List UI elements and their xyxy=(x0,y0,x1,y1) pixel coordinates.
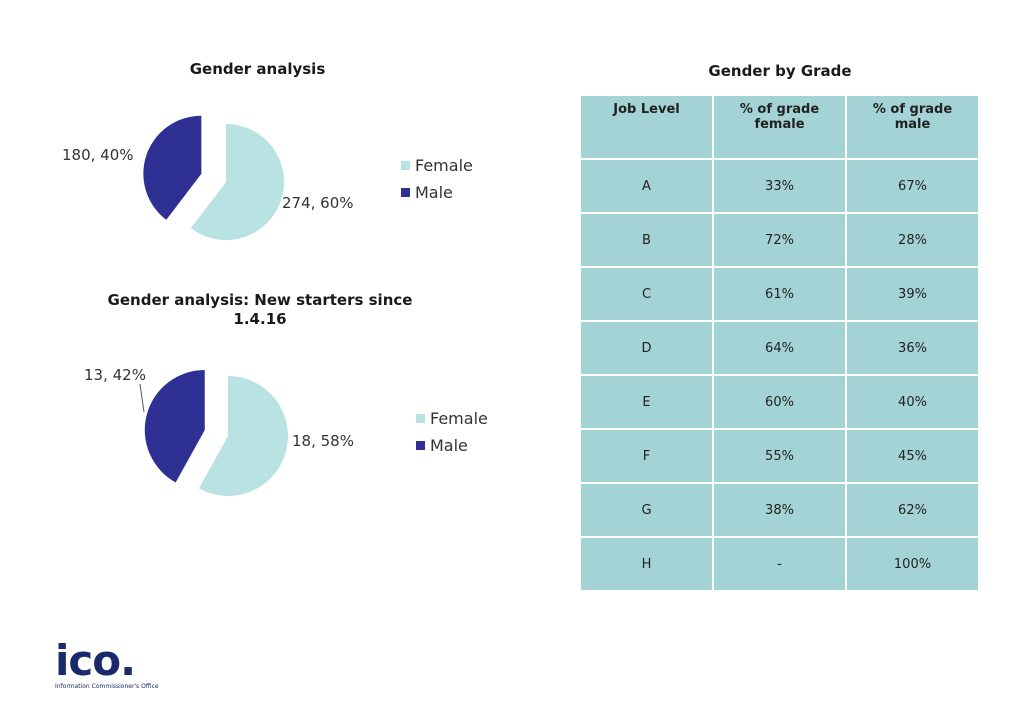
pie1-legend-male-label: Male xyxy=(415,183,453,202)
pie1-title: Gender analysis xyxy=(189,60,326,78)
table-row: A 33% 67% xyxy=(581,160,978,212)
cell-job-level: D xyxy=(581,322,712,374)
cell-job-level: H xyxy=(581,538,712,590)
pie2-slice-male xyxy=(144,369,205,483)
pie1-chart xyxy=(143,115,284,240)
cell-female-pct: - xyxy=(714,538,845,590)
table-row: G 38% 62% xyxy=(581,484,978,536)
cell-male-pct: 67% xyxy=(847,160,978,212)
pie2-legend-female-label: Female xyxy=(430,409,488,428)
table-row: H -100% xyxy=(581,538,978,590)
cell-job-level: F xyxy=(581,430,712,482)
cell-male-pct: 100% xyxy=(847,538,978,590)
header-male: % of grade male xyxy=(847,96,978,158)
cell-female-pct: 55% xyxy=(714,430,845,482)
table-header-row: Job Level % of grade female % of grade m… xyxy=(581,96,978,158)
pie2-legend-male-swatch xyxy=(416,441,425,450)
cell-female-pct: 38% xyxy=(714,484,845,536)
pie1-male-label: 180, 40% xyxy=(62,146,134,164)
ico-logo: ico. Information Commissioner's Office xyxy=(55,636,159,691)
cell-female-pct: 64% xyxy=(714,322,845,374)
cell-male-pct: 28% xyxy=(847,214,978,266)
header-job-level: Job Level xyxy=(581,96,712,158)
cell-male-pct: 40% xyxy=(847,376,978,428)
cell-female-pct: 33% xyxy=(714,160,845,212)
pie2-slice-female xyxy=(198,376,288,496)
pie1-slice-male xyxy=(143,115,202,220)
pie2-title: Gender analysis: New starters since 1.4.… xyxy=(107,291,413,328)
pie1-legend: Female Male xyxy=(401,152,473,206)
cell-job-level: G xyxy=(581,484,712,536)
table-row: B 72% 28% xyxy=(581,214,978,266)
ico-logo-mark: ico. xyxy=(55,636,136,685)
table-body: A 33% 67% B 72% 28% C 61% 39% D 64% 36% E 60% 40% F 55% 4… xyxy=(581,160,978,590)
pie2-legend: Female Male xyxy=(416,405,488,459)
cell-male-pct: 36% xyxy=(847,322,978,374)
pie2-male-label: 13, 42% xyxy=(84,366,146,384)
table-row: D 64% 36% xyxy=(581,322,978,374)
cell-job-level: C xyxy=(581,268,712,320)
pie1-legend-male-swatch xyxy=(401,188,410,197)
pie1-legend-female: Female xyxy=(401,152,473,179)
pie1-female-label: 274, 60% xyxy=(282,194,354,212)
pie2-female-label: 18, 58% xyxy=(292,432,354,450)
cell-male-pct: 39% xyxy=(847,268,978,320)
header-female: % of grade female xyxy=(714,96,845,158)
pie2-male-leader-line xyxy=(139,384,145,413)
pie1-legend-male: Male xyxy=(401,179,473,206)
ico-logo-subtitle: Information Commissioner's Office xyxy=(55,683,159,690)
table-title: Gender by Grade xyxy=(708,62,852,80)
pie2-chart xyxy=(144,369,288,496)
pie1-legend-female-swatch xyxy=(401,161,410,170)
pie2-legend-female: Female xyxy=(416,405,488,432)
pie1-legend-female-label: Female xyxy=(415,156,473,175)
pie2-legend-female-swatch xyxy=(416,414,425,423)
table-row: E 60% 40% xyxy=(581,376,978,428)
cell-job-level: A xyxy=(581,160,712,212)
table-row: C 61% 39% xyxy=(581,268,978,320)
cell-job-level: B xyxy=(581,214,712,266)
pie2-legend-male-label: Male xyxy=(430,436,468,455)
cell-job-level: E xyxy=(581,376,712,428)
pie1-slice-female xyxy=(190,124,284,240)
cell-female-pct: 60% xyxy=(714,376,845,428)
cell-female-pct: 72% xyxy=(714,214,845,266)
gender-by-grade-table: Job Level % of grade female % of grade m… xyxy=(579,94,980,592)
cell-female-pct: 61% xyxy=(714,268,845,320)
cell-male-pct: 45% xyxy=(847,430,978,482)
table-row: F 55% 45% xyxy=(581,430,978,482)
pie2-legend-male: Male xyxy=(416,432,488,459)
cell-male-pct: 62% xyxy=(847,484,978,536)
